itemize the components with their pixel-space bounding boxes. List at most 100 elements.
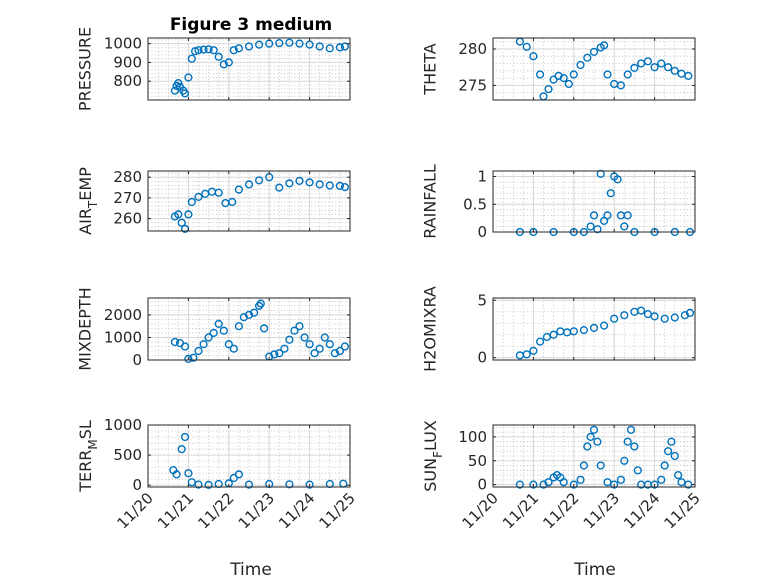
x-tick-label: 11/20 [114, 489, 157, 532]
data-point [636, 306, 646, 315]
data-point [643, 310, 653, 319]
data-point [623, 437, 632, 446]
data-point [199, 340, 208, 349]
data-point [340, 42, 350, 51]
data-point [244, 480, 254, 489]
data-point [219, 60, 228, 69]
data-point [184, 73, 193, 82]
data-point [616, 475, 626, 484]
axes-frame [492, 297, 696, 361]
x-tick-label: 11/23 [235, 489, 278, 532]
y-axis-label: RAINFALL [421, 164, 440, 239]
axes-frame [147, 37, 351, 101]
data-point [214, 319, 223, 329]
x-tick-label: 11/25 [661, 489, 704, 532]
data-point [270, 350, 279, 359]
y-tick-label: 50 [468, 452, 487, 470]
data-point [209, 46, 218, 55]
data-point [244, 42, 254, 51]
data-point [295, 176, 304, 186]
x-tick-label: 11/25 [316, 489, 359, 532]
y-tick-label: 1000 [104, 416, 142, 434]
data-point [214, 188, 223, 197]
data-point [330, 349, 340, 358]
data-point [569, 480, 578, 489]
data-point [305, 340, 314, 349]
data-point [209, 328, 218, 338]
data-point [579, 461, 589, 470]
data-point [170, 337, 180, 347]
x-tick-label: 11/21 [499, 489, 542, 532]
data-point [630, 63, 639, 73]
data-point [620, 222, 629, 231]
data-point [542, 332, 552, 342]
data-point [670, 313, 679, 322]
data-point [610, 480, 619, 489]
y-tick-label: 270 [113, 189, 142, 207]
data-point [204, 480, 213, 490]
data-point [219, 326, 228, 335]
data-point [599, 41, 609, 50]
data-point [535, 337, 545, 346]
data-point [556, 327, 565, 336]
data-point [559, 73, 568, 83]
data-point [657, 59, 666, 68]
data-point [305, 480, 314, 489]
data-point [589, 323, 599, 333]
y-tick-label: 260 [113, 210, 142, 228]
data-point [515, 480, 525, 489]
data-point [172, 470, 181, 479]
y-axis-label: MIXDEPTH [76, 287, 95, 370]
data-point [564, 79, 573, 89]
data-point [677, 478, 686, 487]
data-point [663, 447, 673, 456]
data-point [335, 346, 345, 356]
data-point [229, 344, 238, 353]
y-tick-label: 800 [113, 72, 142, 90]
data-point [684, 71, 693, 81]
data-point [589, 47, 599, 57]
data-point [593, 437, 602, 446]
data-point [620, 311, 629, 320]
data-point [663, 63, 673, 72]
data-point [677, 69, 686, 78]
data-point [184, 469, 193, 478]
data-point [234, 470, 244, 479]
data-point [606, 189, 615, 198]
y-tick-label: 1 [477, 168, 487, 186]
data-point [315, 344, 324, 353]
y-axis-label: THETA [421, 43, 440, 95]
data-point [339, 479, 348, 488]
data-point [256, 299, 265, 308]
y-tick-label: 0 [477, 223, 487, 241]
data-point [559, 478, 568, 487]
x-axis-label-right: Time [573, 560, 616, 580]
data-point [529, 52, 538, 61]
data-point [305, 40, 314, 49]
data-point [660, 461, 669, 470]
data-point [529, 480, 538, 489]
x-tick-label: 11/21 [154, 489, 197, 532]
data-point [544, 84, 553, 94]
data-point [596, 169, 605, 178]
data-point [224, 340, 233, 349]
data-point [325, 340, 334, 349]
data-point [325, 44, 334, 53]
data-point [626, 425, 636, 434]
data-point [320, 333, 329, 342]
data-point [285, 38, 294, 47]
x-tick-label: 11/24 [275, 489, 318, 532]
data-point [191, 47, 200, 56]
data-point [674, 471, 683, 480]
data-point [586, 222, 595, 231]
data-point [315, 42, 324, 51]
subplot-6: 0 5 H2OMIXRA [421, 286, 696, 372]
data-point [670, 451, 679, 461]
data-point [300, 333, 309, 342]
axes-frame [492, 170, 696, 233]
subplot-3: 260 270 280 AIRTEMP [76, 167, 351, 235]
data-point [586, 432, 595, 442]
